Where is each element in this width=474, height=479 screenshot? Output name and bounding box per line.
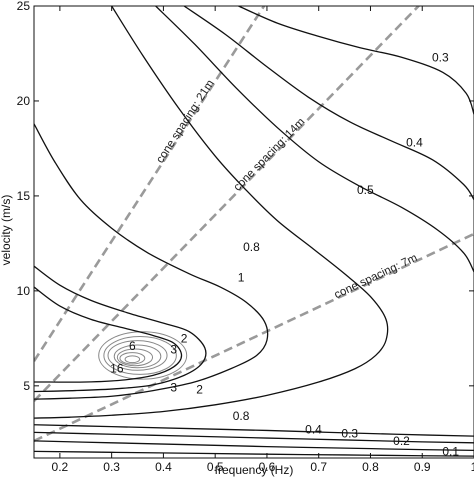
x-tick-label: 0.7	[310, 460, 327, 474]
contour-label: 3	[170, 343, 177, 357]
cone-spacing-labels: cone spacing: 21m cone spacing: 14m cone s…	[154, 78, 419, 301]
y-tick-label: 15	[17, 189, 31, 203]
x-tick-label: 0.6	[259, 460, 276, 474]
plot-frame	[33, 5, 474, 459]
contour-label: 0.8	[233, 409, 250, 423]
x-axis-label: frequency (Hz)	[215, 463, 294, 477]
contour-label: 2	[181, 331, 188, 345]
contour-line	[34, 265, 207, 393]
inner-contour	[124, 355, 141, 364]
contour-line	[183, 6, 474, 201]
inner-contour	[116, 348, 154, 367]
contour-line	[34, 450, 474, 457]
x-tick-label: 0.3	[103, 460, 120, 474]
y-tick-label: 20	[17, 94, 31, 108]
y-tick-label: 5	[23, 379, 30, 393]
contour-label: 0.4	[305, 423, 322, 437]
cone-spacing-line	[34, 6, 421, 402]
contour-line	[34, 440, 474, 452]
contour-label: 2	[196, 383, 203, 397]
x-tick-label: 0.9	[414, 460, 431, 474]
contour-label: 0.3	[432, 50, 449, 64]
y-axis: 5 10 15 20 25	[17, 0, 474, 393]
inner-contour	[107, 340, 168, 371]
x-tick-label: 0.2	[52, 460, 69, 474]
x-tick-label: 0.4	[155, 460, 172, 474]
contour-label: 0.5	[357, 183, 374, 197]
inner-contour	[103, 335, 177, 375]
y-tick-label: 10	[17, 284, 31, 298]
contour-label: 1	[238, 271, 245, 285]
contour-label: 0.8	[243, 240, 260, 254]
y-tick-label: 25	[17, 0, 31, 13]
cone-spacing-label: cone spacing: 14m	[231, 116, 307, 194]
contour-label: 6	[129, 339, 136, 353]
inner-contour	[113, 344, 162, 369]
cone-spacing-label: cone spacing: 7m	[333, 252, 420, 301]
cone-spacing-line	[34, 6, 266, 362]
contour-line	[34, 424, 474, 437]
contour-line	[238, 6, 474, 115]
contour-lines	[34, 6, 474, 457]
contour-label: 16	[110, 362, 124, 376]
inner-contour	[98, 331, 188, 380]
x-tick-label: 1	[471, 460, 474, 474]
contour-line	[34, 286, 183, 383]
cone-spacing-label: cone spacing: 21m	[154, 78, 217, 166]
contour-line	[34, 6, 389, 419]
x-tick-label: 0.5	[207, 460, 224, 474]
x-tick-label: 0.8	[362, 460, 379, 474]
inner-contour	[119, 352, 146, 365]
contour-line	[155, 6, 474, 273]
x-axis: 0.2 0.3 0.4 0.5 0.6 0.7 0.8 0.9 1	[52, 6, 474, 474]
y-axis-label: velocity (m/s)	[0, 195, 13, 266]
contour-label: 0.4	[406, 136, 423, 150]
contour-label: 0.3	[341, 426, 358, 440]
cone-spacing-line	[34, 232, 474, 443]
contour-label: 3	[170, 381, 177, 395]
contour-label: 0.1	[442, 444, 459, 458]
cone-spacing-lines	[34, 6, 474, 443]
contour-label: 0.2	[393, 434, 410, 448]
contour-line	[34, 431, 474, 444]
inner-contours	[98, 331, 188, 380]
contour-line	[34, 123, 269, 400]
